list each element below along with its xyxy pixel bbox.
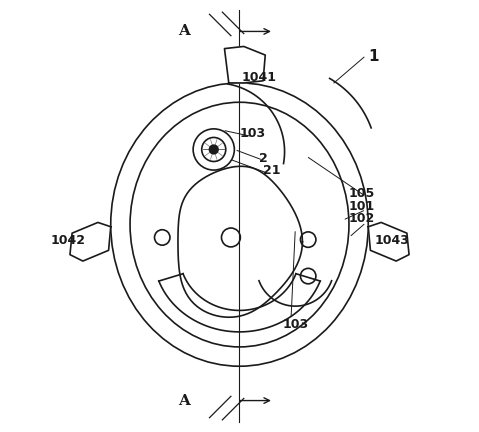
Text: 2: 2 [259, 152, 268, 165]
Text: 101: 101 [349, 200, 375, 213]
Polygon shape [225, 47, 265, 83]
Text: A: A [178, 394, 190, 407]
Text: 1: 1 [368, 50, 379, 64]
Circle shape [209, 145, 218, 154]
Text: 1042: 1042 [51, 234, 86, 247]
Text: 1041: 1041 [241, 71, 277, 84]
Text: 102: 102 [349, 213, 375, 226]
Polygon shape [70, 222, 111, 261]
Text: 103: 103 [283, 318, 308, 330]
Text: 21: 21 [263, 164, 281, 177]
Text: 1043: 1043 [375, 234, 410, 247]
Text: 105: 105 [349, 187, 375, 200]
Polygon shape [368, 222, 409, 261]
Text: A: A [178, 25, 190, 38]
Circle shape [193, 129, 234, 170]
Text: 103: 103 [240, 127, 266, 140]
